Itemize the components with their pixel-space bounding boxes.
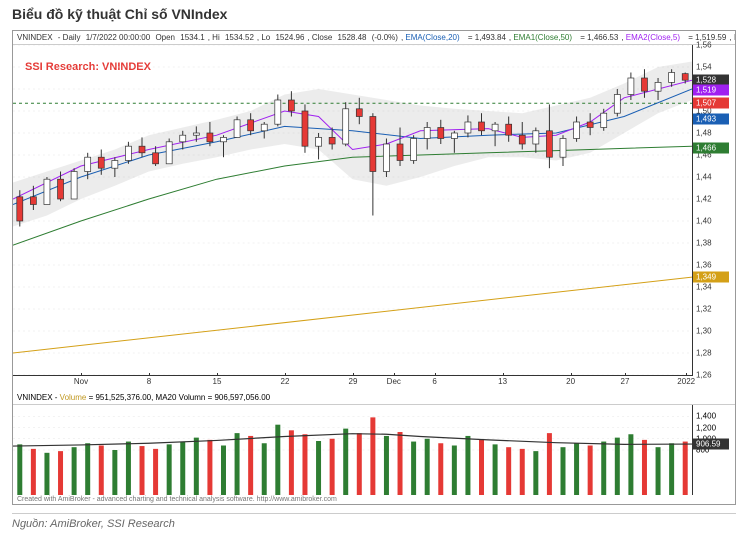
- price-y-axis: 1,261,281,301,321,341,361,381,401,421,44…: [693, 45, 735, 375]
- chart-container: VNINDEX - Daily 1/7/2022 00:00:00 Open 1…: [12, 30, 736, 505]
- price-tag: 1,507: [693, 98, 729, 109]
- x-tick-label: Nov: [74, 377, 88, 386]
- vol-y-tick: 1,200: [696, 423, 716, 432]
- volume-tag: 906.59: [693, 439, 729, 450]
- price-x-axis: Nov 8 15 22 29 Dec 6 13 20 27 2022: [13, 375, 693, 391]
- price-chart: SSI Research: VNINDEX 1,261,281,301,321,…: [13, 45, 735, 375]
- y-tick-label: 1,56: [696, 41, 712, 50]
- x-tick-label: 8: [147, 377, 151, 386]
- page-title: Biểu đồ kỹ thuật Chỉ số VNIndex: [0, 0, 748, 28]
- y-tick-label: 1,44: [696, 173, 712, 182]
- y-tick-label: 1,54: [696, 63, 712, 72]
- price-tag: 1,493: [693, 113, 729, 124]
- y-tick-label: 1,34: [696, 283, 712, 292]
- price-tag: 1,466: [693, 143, 729, 154]
- vol-y-tick: 1,400: [696, 412, 716, 421]
- x-tick-label: 29: [349, 377, 358, 386]
- y-tick-label: 1,30: [696, 327, 712, 336]
- y-tick-label: 1,42: [696, 195, 712, 204]
- price-plot-area[interactable]: SSI Research: VNINDEX: [13, 45, 693, 375]
- amibroker-credit: Created with AmiBroker - advanced charti…: [13, 495, 735, 504]
- x-tick-label: 15: [213, 377, 222, 386]
- volume-plot-area[interactable]: [13, 405, 693, 495]
- y-tick-label: 1,38: [696, 239, 712, 248]
- x-tick-label: 2022: [677, 377, 695, 386]
- x-tick-label: 22: [281, 377, 290, 386]
- price-tag: 1,349: [693, 272, 729, 283]
- chart-header-info: VNINDEX - Daily 1/7/2022 00:00:00 Open 1…: [13, 31, 735, 45]
- y-tick-label: 1,32: [696, 305, 712, 314]
- x-tick-label: 27: [621, 377, 630, 386]
- x-tick-label: 20: [566, 377, 575, 386]
- volume-y-axis: 8001,0001,2001,400906.59: [693, 405, 735, 495]
- volume-header-info: VNINDEX - Volume = 951,525,376.00, MA20 …: [13, 391, 735, 405]
- y-tick-label: 1,48: [696, 129, 712, 138]
- x-tick-label: 13: [498, 377, 507, 386]
- source-attribution: Nguồn: AmiBroker, SSI Research: [0, 507, 748, 536]
- x-tick-label: 6: [432, 377, 436, 386]
- price-tag: 1,519: [693, 85, 729, 96]
- y-tick-label: 1,36: [696, 261, 712, 270]
- y-tick-label: 1,26: [696, 371, 712, 380]
- volume-chart: 8001,0001,2001,400906.59: [13, 405, 735, 495]
- x-tick-label: Dec: [387, 377, 401, 386]
- price-overlay: [13, 45, 692, 375]
- y-tick-label: 1,28: [696, 349, 712, 358]
- volume-overlay: [13, 405, 692, 495]
- y-tick-label: 1,40: [696, 217, 712, 226]
